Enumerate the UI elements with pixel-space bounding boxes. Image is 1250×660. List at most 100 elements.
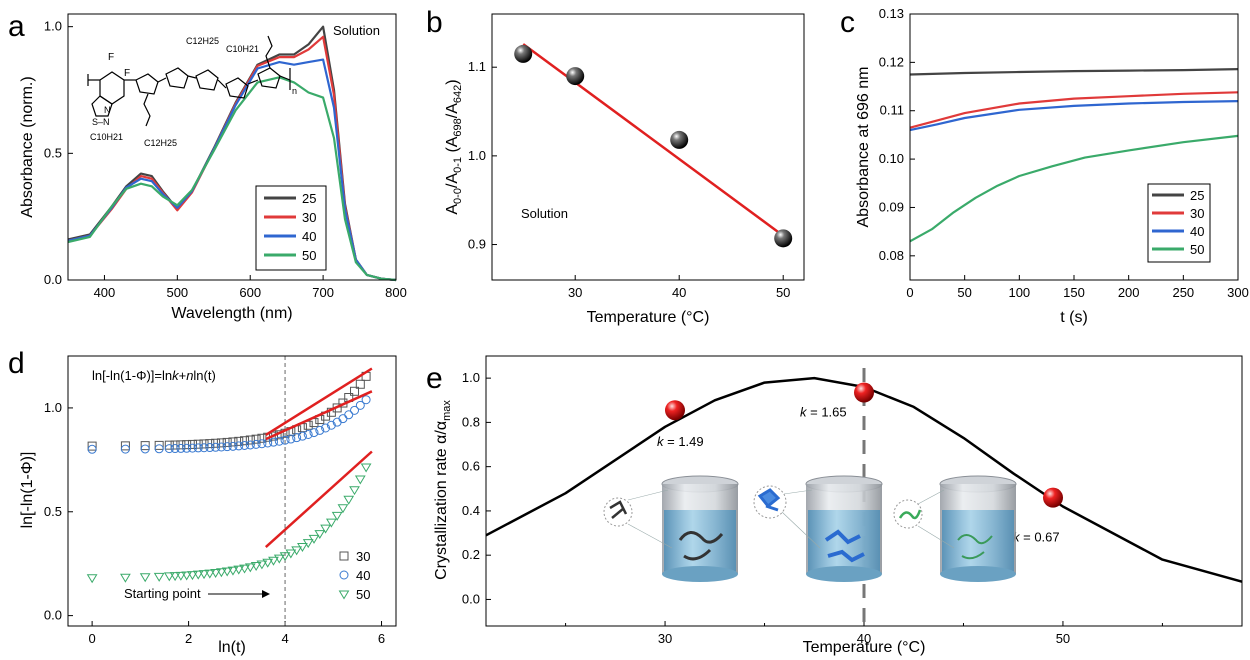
marker-d-50 bbox=[314, 530, 326, 540]
marker-d-40 bbox=[344, 410, 354, 420]
e-ytick-label: 0.8 bbox=[462, 414, 480, 429]
a-xtick-label: 800 bbox=[385, 285, 407, 300]
panel-e: e 30 40 50 0.0 0.2 0.4 0.6 0.8 1.0 k = 1.49 k = 1.… bbox=[426, 355, 1243, 656]
d-xtick-label: 6 bbox=[378, 631, 385, 646]
series-line-25 bbox=[909, 68, 1239, 76]
marker-d-50 bbox=[325, 518, 337, 528]
beaker-40 bbox=[753, 475, 883, 582]
legend-c-label: 40 bbox=[1190, 224, 1204, 239]
c-ytick-label: 0.11 bbox=[880, 103, 904, 118]
marker-d-50 bbox=[354, 475, 366, 485]
ylabel-a: Absorbance (norm.) bbox=[19, 76, 36, 217]
marker-d-50 bbox=[256, 560, 268, 570]
starting-point-arrow bbox=[208, 590, 270, 598]
k-label: k = 0.67 bbox=[1013, 530, 1060, 545]
panel-label-d: d bbox=[8, 347, 25, 380]
series-line-50 bbox=[67, 76, 397, 282]
mol-sub2: C10H21 bbox=[226, 44, 259, 54]
marker-d-30 bbox=[240, 436, 250, 446]
mol-sub3: C10H21 bbox=[90, 132, 123, 142]
xlabel-c: t (s) bbox=[1060, 309, 1088, 326]
marker-d-40 bbox=[222, 442, 232, 452]
series-line-25 bbox=[67, 25, 397, 282]
marker-d-50 bbox=[204, 569, 216, 579]
xlabel-b: Temperature (°C) bbox=[587, 309, 710, 326]
legend-d-marker-50 bbox=[338, 590, 350, 600]
marker-d-50 bbox=[308, 534, 320, 544]
molecule-structure-inset bbox=[87, 35, 291, 127]
data-point-b bbox=[670, 130, 689, 149]
marker-d-50 bbox=[273, 554, 285, 564]
marker-d-40 bbox=[361, 395, 371, 405]
marker-d-30 bbox=[251, 434, 261, 444]
panel-label-b: b bbox=[426, 6, 443, 39]
a-xtick-label: 700 bbox=[312, 285, 334, 300]
mol-F2: F bbox=[124, 68, 130, 79]
b-ytick-label: 1.0 bbox=[468, 148, 486, 163]
a-xtick-label: 500 bbox=[166, 285, 188, 300]
marker-d-40 bbox=[199, 443, 209, 453]
beaker-30 bbox=[603, 475, 739, 582]
marker-d-50 bbox=[262, 558, 274, 568]
marker-d-40 bbox=[176, 443, 186, 453]
marker-d-50 bbox=[279, 552, 291, 562]
ylabel-b: A0-0/A0-1 (A698/A642) bbox=[444, 79, 464, 214]
marker-d-50 bbox=[291, 546, 303, 556]
marker-d-30 bbox=[87, 441, 97, 451]
marker-d-40 bbox=[154, 444, 164, 454]
panel-label-a: a bbox=[8, 10, 25, 43]
marker-d-50 bbox=[302, 539, 314, 549]
marker-d-40 bbox=[309, 428, 319, 438]
a-ytick-label: 0.0 bbox=[44, 272, 62, 287]
c-xtick-label: 300 bbox=[1227, 285, 1249, 300]
annotation-solution-b: Solution bbox=[521, 206, 568, 221]
data-point-b bbox=[774, 229, 793, 248]
ylabel-c: Absorbance at 696 nm bbox=[855, 67, 872, 228]
marker-d-50 bbox=[297, 543, 308, 552]
d-xtick-label: 2 bbox=[185, 631, 192, 646]
mol-F1: F bbox=[108, 52, 114, 63]
marker-d-40 bbox=[251, 439, 261, 449]
marker-d-30 bbox=[120, 441, 130, 451]
marker-d-40 bbox=[87, 444, 97, 454]
legend-d-label: 40 bbox=[356, 568, 370, 583]
c-ytick-label: 0.13 bbox=[879, 6, 904, 21]
panel-b: b 30 40 50 0.9 1.0 1.1 Solution Temperature (… bbox=[426, 6, 805, 326]
marker-d-50 bbox=[239, 564, 250, 574]
mol-N: N bbox=[104, 105, 111, 115]
legend-d-marker-30 bbox=[339, 551, 349, 561]
a-ytick-label: 0.5 bbox=[44, 145, 62, 160]
c-xtick-label: 250 bbox=[1172, 285, 1194, 300]
rate-point bbox=[854, 382, 874, 403]
axes-frame-d bbox=[67, 355, 397, 627]
c-xtick-label: 100 bbox=[1008, 285, 1030, 300]
rate-point bbox=[1043, 487, 1063, 508]
fit-line-d-1 bbox=[265, 390, 373, 441]
data-point-b bbox=[566, 67, 585, 86]
marker-d-50 bbox=[244, 563, 256, 573]
marker-d-40 bbox=[164, 444, 174, 454]
marker-d-50 bbox=[192, 570, 204, 580]
b-ytick-label: 1.1 bbox=[468, 59, 486, 74]
equation-d: ln[-ln(1-Φ)]=lnk+nln(t) bbox=[92, 368, 216, 383]
b-xtick-label: 50 bbox=[776, 285, 790, 300]
marker-d-50 bbox=[331, 511, 343, 521]
marker-d-40 bbox=[321, 423, 331, 433]
marker-d-40 bbox=[216, 442, 226, 452]
marker-d-40 bbox=[228, 441, 238, 451]
c-xtick-label: 0 bbox=[906, 285, 913, 300]
marker-d-40 bbox=[268, 437, 278, 447]
marker-d-50 bbox=[268, 556, 279, 566]
marker-d-50 bbox=[175, 571, 187, 581]
legend-c: 25 30 40 50 bbox=[1147, 183, 1211, 263]
marker-d-50 bbox=[216, 568, 227, 578]
legend-d-label: 50 bbox=[356, 587, 370, 602]
marker-d-40 bbox=[297, 431, 307, 441]
legend-c-label: 50 bbox=[1190, 242, 1204, 257]
d-xtick-label: 0 bbox=[89, 631, 96, 646]
marker-d-50 bbox=[139, 573, 151, 583]
marker-d-50 bbox=[227, 566, 239, 576]
marker-d-40 bbox=[338, 414, 348, 424]
series-line-30 bbox=[67, 35, 397, 282]
e-ytick-label: 0.0 bbox=[462, 591, 480, 606]
